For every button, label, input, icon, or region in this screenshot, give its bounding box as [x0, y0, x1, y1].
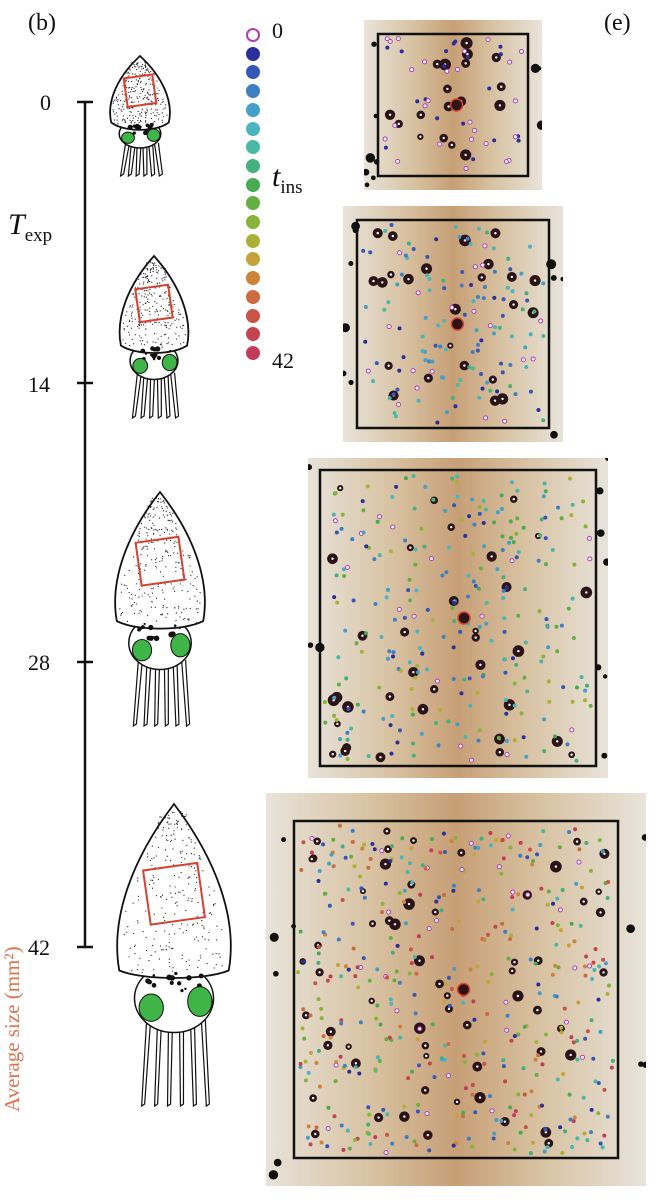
color-scale-dot	[246, 84, 260, 99]
tick-label-0: 0	[40, 90, 51, 115]
color-scale-dot	[246, 177, 260, 192]
color-scale-dot	[246, 28, 260, 42]
tick-label-14: 14	[28, 372, 50, 397]
color-scale-dot	[246, 46, 260, 61]
color-scale-dot	[246, 215, 260, 229]
skin-photo-stage-42	[266, 793, 646, 1186]
average-size-label: Average size (mm²)	[0, 946, 24, 1112]
panel-label-e: (e)	[604, 10, 631, 36]
squid-drawing-stage-0	[109, 54, 171, 178]
color-scale-dot	[246, 140, 260, 155]
squid-drawing-stage-14	[118, 254, 190, 420]
color-scale-dot	[246, 158, 260, 173]
color-scale	[242, 28, 266, 360]
color-scale-dot	[246, 308, 260, 323]
color-scale-dot	[246, 271, 260, 286]
tick-label-28: 28	[28, 650, 50, 675]
time-axis-line	[77, 100, 93, 949]
color-scale-dot	[246, 121, 260, 136]
skin-photo-stage-28	[308, 458, 608, 778]
time-axis-title: Texp	[8, 208, 53, 246]
squid-drawing-stage-42	[116, 802, 232, 1108]
color-scale-dot	[246, 289, 260, 304]
color-scale-dot	[246, 65, 260, 80]
color-scale-title: tins	[272, 160, 303, 198]
color-scale-dot	[246, 233, 260, 248]
squid-drawing-stage-28	[114, 490, 206, 728]
color-scale-dot	[246, 345, 260, 360]
color-scale-dot	[246, 252, 260, 267]
tick-label-42: 42	[28, 935, 50, 960]
color-scale-dot	[246, 102, 260, 117]
skin-photo-stage-14	[343, 206, 563, 442]
color-scale-dot	[246, 196, 260, 211]
panel-label-b: (b)	[28, 10, 56, 36]
skin-photo-stage-0	[364, 20, 542, 190]
color-scale-min-label: 0	[272, 18, 283, 43]
color-scale-dot	[246, 327, 260, 342]
color-scale-max-label: 42	[272, 348, 294, 373]
